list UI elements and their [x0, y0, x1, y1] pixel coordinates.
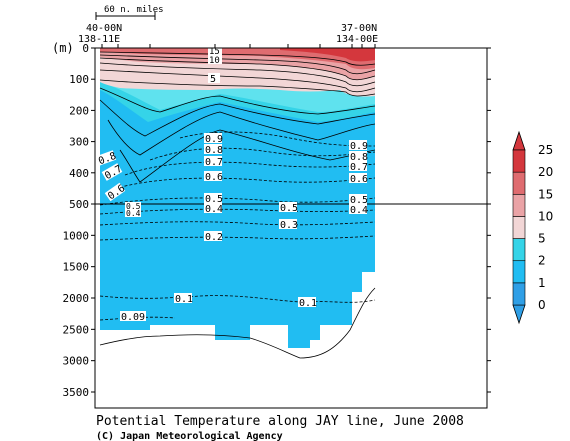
svg-text:10: 10 — [209, 56, 220, 66]
svg-text:0.9: 0.9 — [205, 134, 223, 145]
contour-label-0.4-right: 0.4 — [349, 204, 368, 216]
svg-text:0.4: 0.4 — [126, 209, 141, 218]
contour-label-0.2: 0.2 — [204, 231, 223, 243]
band-20-25 — [280, 48, 375, 62]
colorbar-label-1: 1 — [538, 276, 546, 290]
svg-text:0.1: 0.1 — [175, 294, 193, 305]
y-tick-label-0: 0 — [82, 42, 89, 55]
contour-label-0.7-right: 0.7 — [349, 161, 368, 173]
svg-text:0.7: 0.7 — [205, 157, 223, 168]
svg-text:0.6: 0.6 — [205, 172, 223, 183]
contour-label-0.5-mid: 0.5 — [204, 193, 223, 205]
y-tick-label-500: 500 — [69, 198, 89, 211]
colorbar-end-low — [512, 304, 526, 325]
contour-label-0.8-mid: 0.8 — [204, 144, 223, 156]
y-tick-label-1000: 1000 — [63, 229, 90, 242]
plot-frame — [94, 47, 488, 409]
svg-text:0.3: 0.3 — [280, 220, 298, 231]
contour-label-0.9-mid: 0.9 — [204, 133, 223, 145]
colorbar-swatch-4 — [512, 193, 526, 217]
contour-label-0.4-left: 0.4 — [125, 209, 141, 218]
colorbar-swatch-3 — [512, 216, 526, 239]
right-station-lon: 134-00E — [336, 34, 378, 45]
station-markers — [101, 44, 376, 48]
contour-label-0.5-left: 0.5 — [125, 202, 141, 211]
contour-label-0.6-right: 0.6 — [349, 173, 368, 185]
contour-label-0.6-mid: 0.6 — [204, 171, 223, 183]
y-tick-label-300: 300 — [69, 136, 89, 149]
colorbar-label-20: 20 — [538, 165, 553, 179]
svg-text:0.6: 0.6 — [350, 174, 368, 185]
colorbar-label-15: 15 — [538, 187, 553, 201]
colorbar-end-high — [512, 130, 526, 151]
svg-text:0.5: 0.5 — [350, 195, 368, 206]
contour-label-0.7-mid: 0.7 — [204, 156, 223, 168]
y-tick-label-2000: 2000 — [63, 292, 90, 305]
y-tick-label-100: 100 — [69, 73, 89, 86]
colorbar-swatch-2 — [512, 238, 526, 262]
colorbar-swatch-5 — [512, 171, 526, 195]
contour-label-0.09: 0.09 — [120, 311, 146, 323]
svg-text:0.7: 0.7 — [350, 162, 368, 173]
contour-label-0.1-left: 0.1 — [174, 293, 193, 305]
credit-text: (C) Japan Meteorological Agency — [96, 430, 283, 441]
chart-title: Potential Temperature along JAY line, Ju… — [96, 414, 464, 429]
colorbar-label-10: 10 — [538, 209, 553, 223]
section-fill — [99, 48, 376, 348]
left-station-lon: 138-11E — [78, 34, 120, 45]
y-tick-label-2500: 2500 — [63, 323, 90, 336]
y-tick-label-3500: 3500 — [63, 386, 90, 399]
y-axis-unit: (m) — [52, 41, 74, 55]
colorbar-label-5: 5 — [538, 232, 546, 246]
svg-text:0.2: 0.2 — [205, 232, 223, 243]
scale-bar: 60 n. miles — [95, 5, 164, 20]
svg-text:0.1: 0.1 — [299, 298, 317, 309]
colorbar-label-2: 2 — [538, 254, 546, 268]
colorbar-label-25: 25 — [538, 143, 553, 157]
left-station-lat: 40-00N — [86, 23, 122, 34]
contour-label-0.8-right: 0.8 — [349, 151, 368, 163]
colorbar-swatch-6 — [512, 149, 526, 173]
svg-text:0.5: 0.5 — [126, 202, 141, 211]
contour-label-5: 5 — [208, 73, 220, 85]
y-tick-label-200: 200 — [69, 104, 89, 117]
contour-label-0.4-mid: 0.4 — [204, 203, 223, 215]
svg-text:5: 5 — [210, 74, 216, 85]
svg-text:0.8: 0.8 — [205, 145, 223, 156]
svg-text:0.5: 0.5 — [280, 203, 298, 214]
svg-text:0.8: 0.8 — [350, 152, 368, 163]
contour-label-0.3: 0.3 — [279, 219, 298, 231]
scale-bar-label: 60 n. miles — [104, 5, 164, 15]
colorbar-swatch-1 — [512, 260, 526, 284]
svg-text:0.4: 0.4 — [205, 204, 223, 215]
y-tick-label-400: 400 — [69, 167, 89, 180]
svg-text:0.5: 0.5 — [205, 194, 223, 205]
contour-label-0.9-right: 0.9 — [349, 140, 368, 152]
contour-label-0.5-center: 0.5 — [279, 202, 298, 214]
contour-label-0.1-right: 0.1 — [298, 297, 317, 309]
y-tick-label-1500: 1500 — [63, 261, 90, 274]
svg-text:0.09: 0.09 — [121, 312, 145, 323]
bottom-topography — [99, 287, 376, 359]
y-tick-label-3000: 3000 — [63, 355, 90, 368]
svg-text:0.4: 0.4 — [350, 205, 368, 216]
contour-label-15: 15 — [208, 46, 222, 57]
y-axis-ticks: 0 100 200 300 400 500 1000 1500 2000 2500 3000 3500 — [63, 42, 491, 399]
contour-label-10: 10 — [208, 55, 222, 66]
colorbar-label-0: 0 — [538, 298, 546, 312]
colorbar-swatch-0 — [512, 282, 526, 306]
contour-label-0.5-right: 0.5 — [349, 194, 368, 206]
right-station-lat: 37-00N — [341, 23, 377, 34]
svg-text:15: 15 — [209, 47, 220, 57]
svg-text:0.9: 0.9 — [350, 141, 368, 152]
